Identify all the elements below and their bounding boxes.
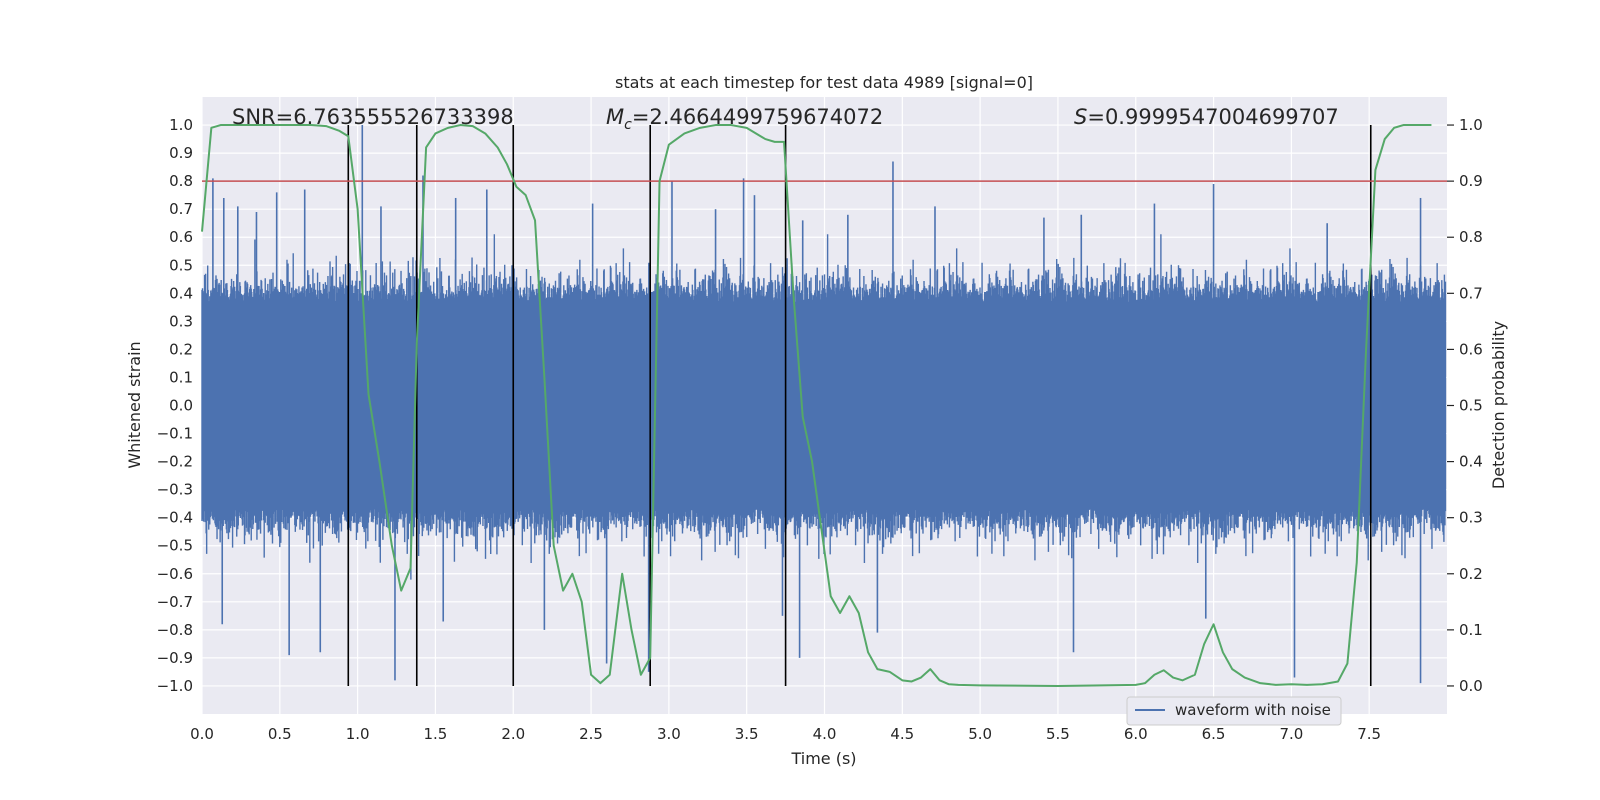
y2-tick-label: 0.0 (1459, 677, 1483, 695)
y-tick-label: −0.7 (157, 593, 193, 611)
y-tick-label: 0.5 (169, 256, 193, 274)
x-tick-label: 0.5 (268, 725, 292, 743)
significance-symbol: S (1074, 105, 1087, 129)
x-axis-label: Time (s) (790, 749, 856, 768)
x-tick-label: 3.5 (735, 725, 759, 743)
y-tick-label: 0.6 (169, 228, 193, 246)
y-tick-label: −0.1 (157, 425, 193, 443)
y-tick-label: 1.0 (169, 116, 193, 134)
vertical-marker-lines (347, 125, 1372, 686)
y2-tick-label: 0.3 (1459, 509, 1483, 527)
x-tick-label: 0.0 (190, 725, 214, 743)
legend-label: waveform with noise (1175, 701, 1331, 719)
y-tick-label: 0.9 (169, 144, 193, 162)
legend-box (1126, 696, 1342, 726)
chirp-mass-annotation: Mc=2.4664499759674072 (606, 105, 883, 133)
y-tick-label: 0.0 (169, 397, 193, 415)
y-tick-label: 0.3 (169, 312, 193, 330)
x-tick-label: 5.5 (1046, 725, 1070, 743)
y2-axis-label: Detection probability (1489, 321, 1508, 489)
y-tick-label: 0.8 (169, 172, 193, 190)
y-tick-label: −0.5 (157, 537, 193, 555)
chirp-mass-value: =2.4664499759674072 (632, 105, 883, 129)
y-tick-label: −0.9 (157, 649, 193, 667)
probability-series-line (201, 124, 1432, 687)
x-tick-label: 4.0 (813, 725, 837, 743)
x-tick-label: 7.0 (1279, 725, 1303, 743)
significance-annotation: S=0.9999547004699707 (1074, 105, 1339, 129)
y2-tick-label: 0.9 (1459, 172, 1483, 190)
y-tick-label: 0.1 (169, 368, 193, 386)
chirp-mass-symbol: M (606, 105, 624, 129)
x-tick-label: 5.0 (968, 725, 992, 743)
waveform-noise-band (201, 234, 1447, 580)
y2-tick-label: 0.4 (1459, 453, 1483, 471)
x-tick-label: 2.5 (579, 725, 603, 743)
y-tick-label: −0.8 (157, 621, 193, 639)
y2-tick-label: 0.6 (1459, 340, 1483, 358)
x-tick-label: 6.0 (1124, 725, 1148, 743)
y-tick-label: 0.4 (169, 284, 193, 302)
y-tick-label: 0.7 (169, 200, 193, 218)
y2-tick-label: 1.0 (1459, 116, 1483, 134)
y-axis-label: Whitened strain (125, 341, 144, 468)
y-tick-label: −0.6 (157, 565, 193, 583)
y-tick-label: −1.0 (157, 677, 193, 695)
legend: waveform with noise (1126, 696, 1342, 726)
y2-tick-label: 0.7 (1459, 284, 1483, 302)
y2-tick-label: 0.8 (1459, 228, 1483, 246)
y2-tick-label: 0.2 (1459, 565, 1483, 583)
significance-value: =0.9999547004699707 (1087, 105, 1338, 129)
waveform-series (201, 125, 1447, 684)
y2-tick-label: 0.1 (1459, 621, 1483, 639)
x-tick-label: 1.0 (346, 725, 370, 743)
y-tick-label: −0.2 (157, 453, 193, 471)
chirp-mass-subscript: c (624, 117, 632, 133)
y-tick-label: −0.4 (157, 509, 193, 527)
y2-tick-label: 0.5 (1459, 397, 1483, 415)
x-tick-label: 2.0 (501, 725, 525, 743)
y-tick-label: −0.3 (157, 481, 193, 499)
axis-ticks: 0.0 0.5 1.0 1.5 2.0 2.5 3.0 3.5 4.0 4.5 5.0 5.5 6.0 6… (157, 116, 1483, 743)
x-tick-label: 6.5 (1202, 725, 1226, 743)
chart-title: stats at each timestep for test data 498… (615, 73, 1033, 92)
x-tick-label: 4.5 (890, 725, 914, 743)
y-tick-label: 0.2 (169, 340, 193, 358)
x-tick-label: 3.0 (657, 725, 681, 743)
x-tick-label: 1.5 (424, 725, 448, 743)
x-tick-label: 7.5 (1357, 725, 1381, 743)
snr-annotation: SNR=6.763555526733398 (232, 105, 514, 129)
